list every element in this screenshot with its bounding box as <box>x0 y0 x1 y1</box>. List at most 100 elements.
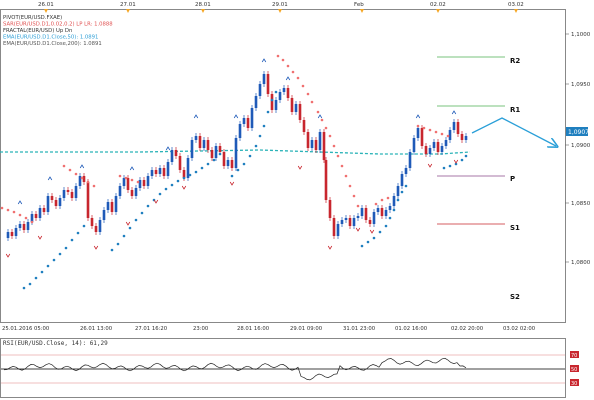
sar-dot <box>68 168 72 172</box>
candle-body <box>190 140 194 158</box>
candle-body <box>254 96 258 108</box>
candle-body <box>218 146 222 152</box>
sar-dot <box>440 132 444 136</box>
sar-dot <box>316 110 320 114</box>
candle-body <box>344 218 348 220</box>
candle-body <box>54 200 58 206</box>
candle-body <box>198 136 202 148</box>
main-chart-frame <box>0 9 566 323</box>
candle-body <box>360 208 364 216</box>
candle-body <box>372 212 376 224</box>
fractal-up-icon <box>17 200 23 205</box>
candle-body <box>62 190 66 198</box>
candle-body <box>314 140 318 150</box>
pivot-levels: R2 R1 P S1 S2 <box>437 56 520 301</box>
fractal-down-icon <box>427 163 433 168</box>
fractal-down-icon <box>229 181 235 186</box>
fractal-up-icon <box>451 110 457 115</box>
time-label: 31.01 23:00 <box>343 326 376 332</box>
sar-dot <box>306 92 310 96</box>
sar-dot <box>170 183 174 187</box>
candle-body <box>90 218 94 226</box>
sar-dot <box>274 90 278 94</box>
fractal-down-icon <box>297 165 303 170</box>
time-label: 03.02 02:00 <box>503 326 536 332</box>
top-date-marker-icon <box>278 9 282 13</box>
pivot-s2-label: S2 <box>510 293 520 301</box>
sar-dot <box>28 282 32 286</box>
legend-entry: SAR(EUR/USD.D1,0.02,0.2) LP LR: 1.0888 <box>3 22 113 28</box>
price-label: 1,1000 <box>571 32 591 38</box>
candle-body <box>10 232 14 236</box>
sar-dot <box>46 264 50 268</box>
candle-body <box>392 196 396 206</box>
sar-dot <box>24 216 28 220</box>
candlestick-series <box>6 71 468 241</box>
candle-body <box>324 160 328 200</box>
sar-dot <box>124 176 128 180</box>
sar-dot <box>82 224 86 228</box>
candle-body <box>404 168 408 174</box>
pivot-r2-label: R2 <box>510 57 520 65</box>
candle-body <box>420 128 424 146</box>
candle-body <box>230 160 234 168</box>
top-date-marker-icon <box>44 9 48 13</box>
legend-entry: EMA(EUR/USD.D1.Close,50): 1.0891 <box>3 35 98 41</box>
top-date-label: 26.01 <box>38 2 54 8</box>
candle-body <box>400 174 404 186</box>
sar-dot <box>360 244 364 248</box>
sar-dot <box>348 184 352 188</box>
legend-entry: EMA(EUR/USD.D1.Close,200): 1.0891 <box>3 41 102 47</box>
sar-dot <box>110 248 114 252</box>
candle-body <box>210 150 214 158</box>
candle-body <box>66 190 70 192</box>
sar-dot <box>404 184 408 188</box>
sar-dot <box>22 286 26 290</box>
candle-body <box>464 136 468 140</box>
sar-dot <box>128 226 132 230</box>
fractal-up-icon <box>285 76 291 81</box>
candle-body <box>238 124 242 138</box>
fractal-arrows <box>5 58 459 258</box>
sar-dot <box>344 174 348 178</box>
time-label: 28.01 16:00 <box>237 326 270 332</box>
candle-body <box>114 196 118 212</box>
top-date-marker-icon <box>201 9 205 13</box>
candle-body <box>270 94 274 110</box>
sar-dot <box>378 230 382 234</box>
candle-body <box>158 168 162 174</box>
sar-dot <box>442 166 446 170</box>
candle-body <box>30 214 34 222</box>
time-label: 26.01 13:00 <box>80 326 113 332</box>
top-date-marker-icon <box>436 9 440 13</box>
candle-body <box>340 220 344 224</box>
candle-body <box>364 208 368 220</box>
sar-dot <box>58 252 62 256</box>
price-label: 1,0800 <box>571 260 591 266</box>
candle-body <box>22 224 26 230</box>
sar-dot <box>388 216 392 220</box>
sar-dot <box>118 174 122 178</box>
pivot-p-label: P <box>510 175 515 183</box>
sar-dot <box>356 204 360 208</box>
current-price-value: 1,0907 <box>568 129 589 136</box>
sar-dot <box>116 242 120 246</box>
time-label: 23:00 <box>193 326 209 332</box>
candle-body <box>234 138 238 168</box>
current-price-tag: 1,0907 <box>566 127 589 136</box>
sar-dot <box>428 128 432 132</box>
candle-body <box>336 224 340 236</box>
candle-body <box>14 228 18 236</box>
sar-dot <box>340 164 344 168</box>
time-label: 25.01.2016 05:00 <box>2 326 50 332</box>
rsi-panel: RSI(EUR/USD.Close, 14): 61,29 70 50 30 <box>1 340 579 387</box>
sar-dot <box>416 124 420 128</box>
candle-body <box>74 186 78 198</box>
fractal-up-icon <box>165 146 171 151</box>
candle-body <box>222 152 226 166</box>
sar-dot <box>92 184 96 188</box>
candle-body <box>416 128 420 138</box>
time-label: 27.01 16:20 <box>135 326 168 332</box>
sar-dot <box>18 213 22 217</box>
